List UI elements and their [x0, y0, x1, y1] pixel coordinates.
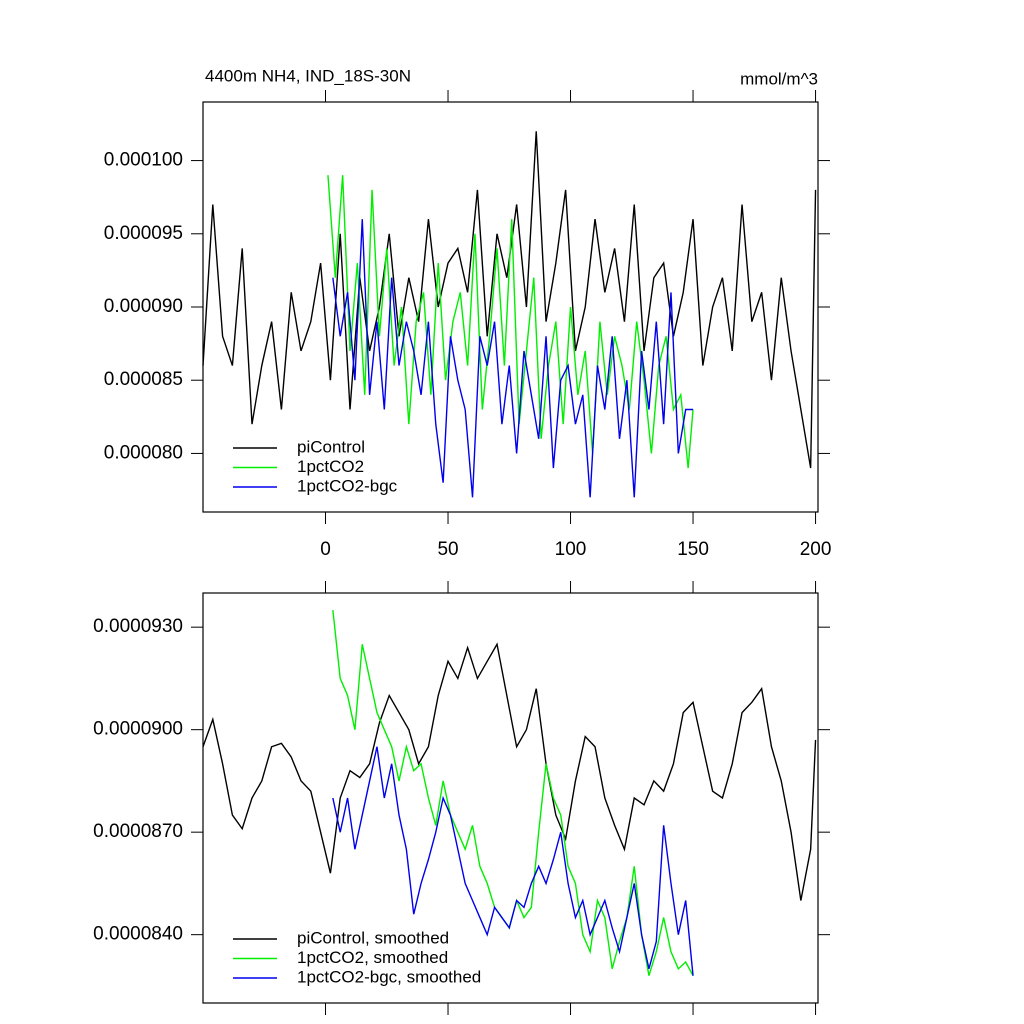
- series-line: [332, 746, 694, 976]
- y-tick-label: 0.0000900: [93, 719, 183, 740]
- legend-label: 1pctCO2-bgc, smoothed: [297, 967, 481, 986]
- x-tick-label: 0: [320, 539, 331, 560]
- series-line: [202, 642, 817, 901]
- plot-frame: [202, 592, 819, 1004]
- legend-label: piControl, smoothed: [297, 928, 449, 947]
- series-line: [327, 175, 694, 469]
- chart-title: 4400m NH4, IND_18S-30N: [205, 66, 411, 85]
- y-tick-label: 0.000095: [104, 223, 183, 244]
- series-line: [332, 219, 694, 498]
- y-tick-label: 0.000090: [104, 296, 183, 317]
- y-tick-label: 0.0000840: [93, 924, 183, 945]
- x-tick-label: 150: [677, 539, 709, 560]
- legend-label: 1pctCO2, smoothed: [297, 948, 448, 967]
- x-tick-label: 100: [555, 539, 587, 560]
- y-tick-label: 0.000085: [104, 369, 183, 390]
- y-tick-label: 0.000100: [104, 150, 183, 171]
- x-tick-label: 50: [437, 539, 458, 560]
- y-tick-label: 0.0000930: [93, 616, 183, 637]
- x-tick-label: 200: [800, 539, 832, 560]
- y-tick-label: 0.0000870: [93, 821, 183, 842]
- legend-label: piControl: [297, 437, 365, 456]
- units-label: mmol/m^3: [740, 69, 818, 88]
- series-line: [202, 131, 817, 469]
- legend-label: 1pctCO2: [297, 457, 364, 476]
- legend-label: 1pctCO2-bgc: [297, 476, 398, 495]
- y-tick-label: 0.000080: [104, 442, 183, 463]
